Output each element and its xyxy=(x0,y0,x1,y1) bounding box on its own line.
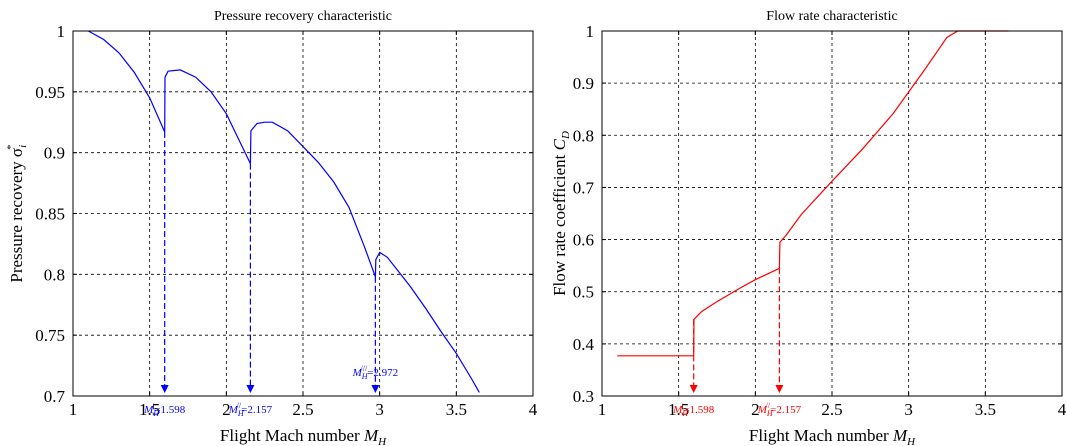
marker-label-subscript: H xyxy=(681,409,689,418)
marker-label-symbol: M xyxy=(228,404,239,416)
chart2-ytick-label: 0.8 xyxy=(573,126,594,145)
chart2-xtick-label: 3.5 xyxy=(975,400,996,419)
yaxis-label-text: Pressure recovery σ xyxy=(7,148,26,283)
marker-label-value: =2.157 xyxy=(241,404,272,416)
chart1-marker-arrowhead-1 xyxy=(160,385,169,393)
chart1-ytick-label: 0.8 xyxy=(44,265,65,284)
chart2-xtick-label: 2.5 xyxy=(821,400,842,419)
chart1-series-line-2 xyxy=(164,69,251,164)
chart2-marker-label-2: MH//=2.157 xyxy=(757,401,802,418)
xaxis-label-text: Flight Mach number xyxy=(220,426,364,445)
yaxis-label-text: Flow rate coefficient xyxy=(550,150,569,296)
xaxis-label-text: Flight Mach number xyxy=(749,426,893,445)
chart2-yaxis-label: Flow rate coefficient CD xyxy=(550,131,572,296)
chart2-series-line-2 xyxy=(693,267,780,356)
chart1-series-line-3 xyxy=(249,121,376,278)
chart1-ytick-label: 0.95 xyxy=(35,83,65,102)
chart1-marker-arrowhead-2 xyxy=(246,385,255,393)
xaxis-label-subscript: H xyxy=(377,436,387,446)
chart2-ytick-label: 0.5 xyxy=(573,283,594,302)
xaxis-label-subscript: H xyxy=(906,436,916,446)
chart2-xtick-label: 1 xyxy=(598,400,607,419)
chart2-ytick-label: 0.3 xyxy=(573,387,594,406)
marker-label-symbol: M xyxy=(143,404,154,416)
chart2-title: Flow rate characteristic xyxy=(766,9,897,24)
chart2-ytick-label: 1 xyxy=(586,22,595,41)
chart2-xtick-label: 2 xyxy=(751,400,760,419)
chart2-group: 1 1.5 2 2.5 3 3.5 40.30.40.50.60.70.80.91MH/=1… xyxy=(550,9,1067,446)
chart2-xtick-label: 3 xyxy=(904,400,913,419)
marker-label-value: =1.598 xyxy=(154,404,185,416)
chart1-ytick-label: 1 xyxy=(57,22,66,41)
marker-label-superscript: / xyxy=(152,401,155,410)
xaxis-label-symbol: M xyxy=(363,426,379,445)
chart1-ytick-label: 0.85 xyxy=(35,205,65,224)
yaxis-label-subscript: i xyxy=(17,145,29,148)
chart1-ytick-label: 0.7 xyxy=(44,387,66,406)
marker-label-symbol: M xyxy=(352,367,363,379)
yaxis-label-subscript: D xyxy=(560,131,572,140)
chart1-xtick-label: 4 xyxy=(529,400,538,419)
marker-label-subscript: H xyxy=(237,409,245,418)
chart1-xaxis-label: Flight Mach number MH xyxy=(220,426,387,446)
chart1-ytick-label: 0.75 xyxy=(35,326,65,345)
marker-label-superscript: / xyxy=(681,401,684,410)
yaxis-label-superscript: * xyxy=(5,144,17,150)
chart1-xtick-label: 2.5 xyxy=(292,400,313,419)
chart1-series-line-4 xyxy=(374,251,480,393)
marker-label-superscript: /// xyxy=(361,364,368,373)
chart1-yaxis-label: Pressure recovery σi* xyxy=(5,144,29,282)
marker-label-value: =2.157 xyxy=(770,404,801,416)
marker-label-subscript: H xyxy=(766,409,774,418)
marker-label-superscript: // xyxy=(237,401,242,410)
chart1-marker-label-2: MH//=2.157 xyxy=(228,401,273,418)
chart1-marker-label-1: MH/=1.598 xyxy=(143,401,186,418)
chart1-title: Pressure recovery characteristic xyxy=(214,9,392,24)
chart1-series-line-1 xyxy=(88,30,166,133)
chart2-ytick-label: 0.7 xyxy=(573,178,595,197)
chart1-marker-arrowhead-3 xyxy=(371,385,380,393)
chart1-xtick-label: 2 xyxy=(222,400,231,419)
chart2-xaxis-label: Flight Mach number MH xyxy=(749,426,916,446)
yaxis-label-symbol: C xyxy=(550,138,569,150)
chart2-ytick-label: 0.6 xyxy=(573,231,594,250)
marker-label-symbol: M xyxy=(757,404,768,416)
chart2-marker-label-1: MH/=1.598 xyxy=(672,401,715,418)
chart2-xtick-label: 1.5 xyxy=(668,400,689,419)
chart1-group: 1 1.5 2 2.5 3 3.5 40.70.750.80.850.90.951MH/=1… xyxy=(5,9,538,446)
xaxis-label-symbol: M xyxy=(892,426,908,445)
chart1-xtick-label: 1 xyxy=(69,400,78,419)
marker-label-value: =1.598 xyxy=(683,404,714,416)
chart2-ytick-label: 0.4 xyxy=(573,335,595,354)
marker-label-subscript: H xyxy=(152,409,160,418)
chart1-xtick-label: 3 xyxy=(375,400,384,419)
chart2-marker-arrowhead-1 xyxy=(689,385,698,393)
chart1-marker-label-3: MH///=2.972 xyxy=(352,364,399,381)
chart2-ytick-label: 0.9 xyxy=(573,74,594,93)
marker-label-subscript: H xyxy=(361,372,369,381)
marker-label-value: =2.972 xyxy=(367,367,398,379)
marker-label-superscript: // xyxy=(766,401,771,410)
chart1-xtick-label: 3.5 xyxy=(446,400,467,419)
chart1-ytick-label: 0.9 xyxy=(44,144,65,163)
chart2-series-line-3 xyxy=(778,30,1009,269)
marker-label-symbol: M xyxy=(672,404,683,416)
chart2-xtick-label: 4 xyxy=(1058,400,1067,419)
chart1-xtick-label: 1.5 xyxy=(139,400,160,419)
chart2-marker-arrowhead-2 xyxy=(775,385,784,393)
